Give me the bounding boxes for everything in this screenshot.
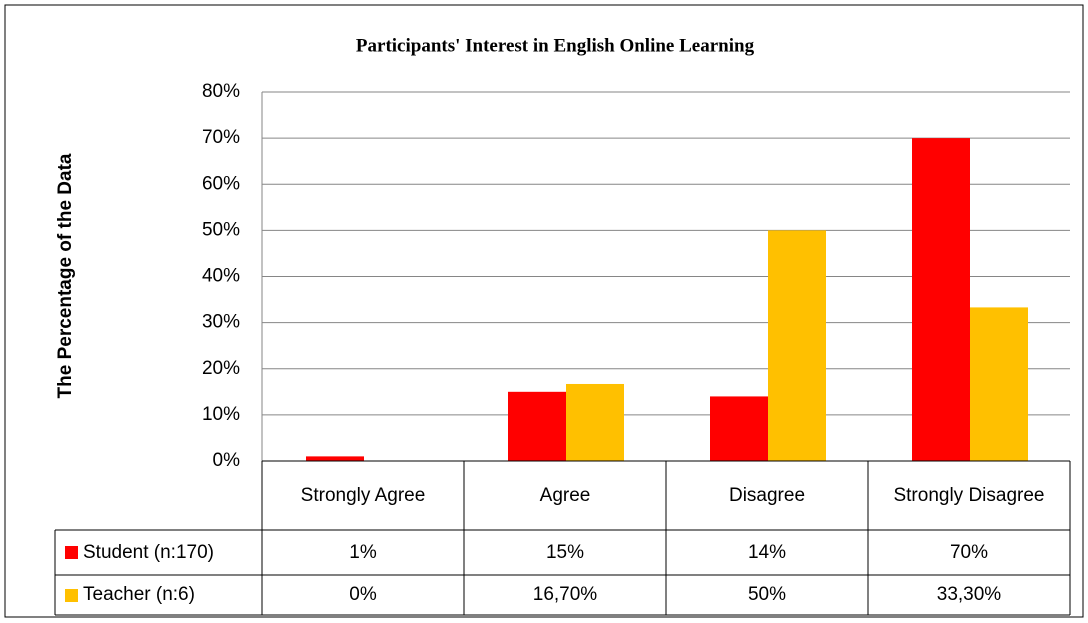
legend-label: Teacher (n:6) [83,584,195,606]
bar [912,138,970,461]
bar [306,456,364,461]
y-tick-label: 70% [202,127,240,148]
y-tick-label: 40% [202,266,240,287]
table-value: 70% [949,541,989,563]
category-label: Disagree [728,484,806,506]
bar [566,383,624,461]
y-axis-label: The Percentage of the Data [55,153,76,398]
legend-entry: Student (n:170) [55,530,262,575]
bar [710,396,768,461]
table-value: 0% [349,584,377,606]
y-tick-label: 50% [202,219,240,240]
table-value: 14% [747,541,787,563]
table-value: 15% [545,541,585,563]
bar [508,391,566,461]
table-value: 1% [349,541,377,563]
table-value: 50% [747,584,787,606]
bar [768,230,826,461]
legend-swatch [65,588,78,602]
legend-entry: Teacher (n:6) [55,575,262,615]
category-label: Agree [539,484,591,506]
table-value: 16,70% [532,584,598,606]
category-label: Strongly Disagree [893,484,1045,506]
category-label: Strongly Agree [300,484,426,506]
table-value: 33,30% [936,584,1002,606]
y-tick-label: 60% [202,173,240,194]
y-tick-label: 80% [202,81,240,102]
bar [970,307,1028,461]
legend-label: Student (n:170) [83,541,214,563]
y-tick-label: 10% [202,404,240,425]
y-tick-label: 0% [213,450,241,471]
y-tick-label: 20% [202,358,240,379]
legend-swatch [65,546,78,559]
chart-border [4,4,1084,618]
chart-title: Participants' Interest in English Online… [356,35,755,56]
y-tick-label: 30% [202,312,240,333]
